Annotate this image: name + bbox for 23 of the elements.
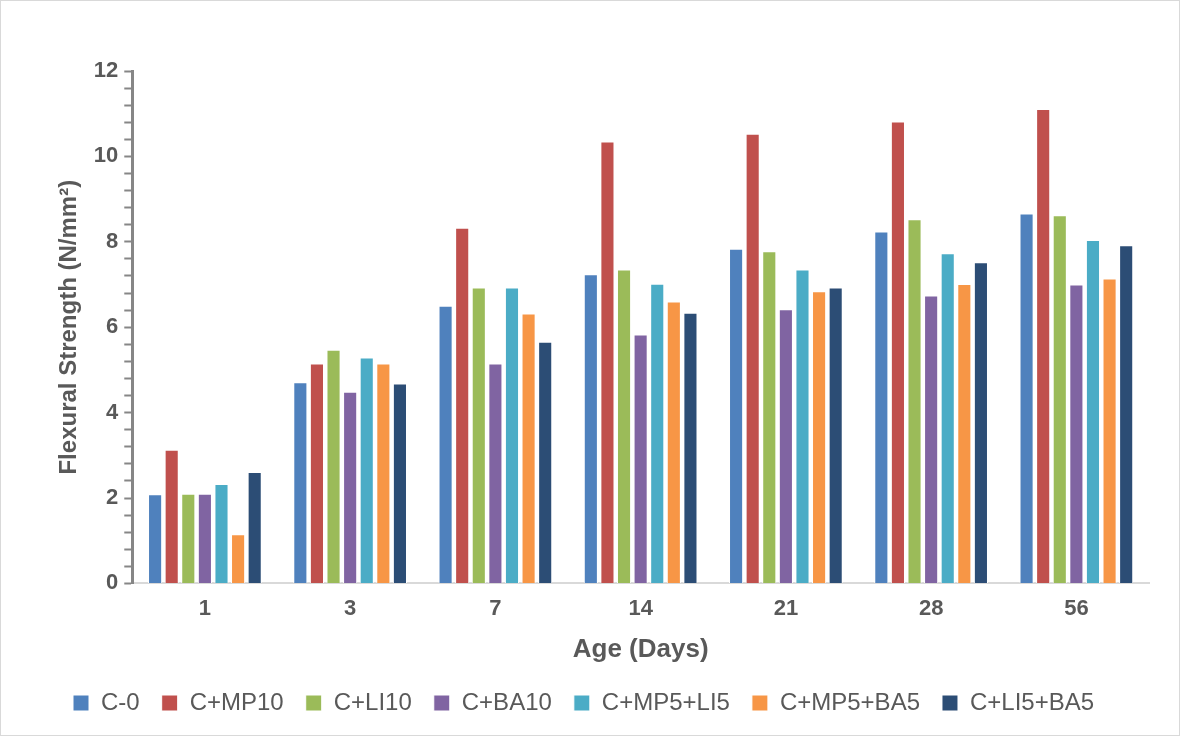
y-axis-title: Flexural Strength (N/mm²) bbox=[54, 179, 82, 475]
x-axis-title: Age (Days) bbox=[572, 632, 709, 663]
legend-label: C+MP5+LI5 bbox=[601, 687, 730, 715]
y-tick-label: 4 bbox=[106, 398, 120, 424]
legend-label: C+MP5+BA5 bbox=[779, 687, 920, 715]
legend-label: C+LI5+BA5 bbox=[969, 687, 1095, 715]
x-tick-label: 56 bbox=[1064, 594, 1089, 620]
y-tick-label: 12 bbox=[93, 57, 119, 83]
x-tick-label: 7 bbox=[489, 594, 502, 620]
x-tick-label: 3 bbox=[344, 594, 357, 620]
y-tick-label: 0 bbox=[106, 569, 119, 595]
y-tick-label: 2 bbox=[106, 484, 119, 510]
x-tick-label: 28 bbox=[918, 594, 944, 620]
y-tick-label: 6 bbox=[106, 313, 119, 339]
x-tick-label: 1 bbox=[198, 594, 212, 620]
x-tick-label: 21 bbox=[773, 594, 799, 620]
legend-label: C+MP10 bbox=[189, 687, 284, 715]
y-tick-label: 8 bbox=[106, 227, 119, 253]
legend-label: C-0 bbox=[101, 687, 140, 715]
legend-label: C+LI10 bbox=[333, 687, 412, 715]
x-tick-label: 14 bbox=[628, 594, 654, 620]
y-tick-label: 10 bbox=[93, 142, 119, 168]
legend-label: C+BA10 bbox=[461, 687, 552, 715]
